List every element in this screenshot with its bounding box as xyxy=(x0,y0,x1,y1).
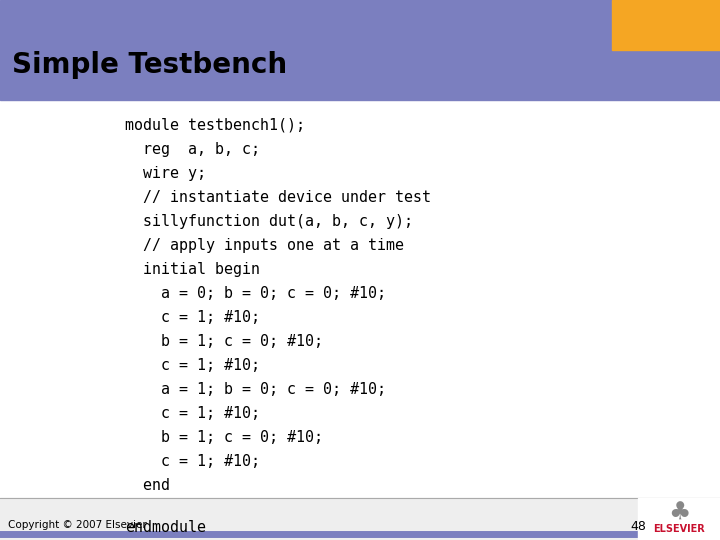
Text: ELSEVIER: ELSEVIER xyxy=(653,524,705,534)
Text: // instantiate device under test: // instantiate device under test xyxy=(125,190,431,205)
Bar xyxy=(638,498,720,540)
Text: // apply inputs one at a time: // apply inputs one at a time xyxy=(125,238,404,253)
Text: ♣: ♣ xyxy=(668,501,690,525)
Text: c = 1; #10;: c = 1; #10; xyxy=(125,310,260,325)
Text: b = 1; c = 0; #10;: b = 1; c = 0; #10; xyxy=(125,430,323,445)
Text: c = 1; #10;: c = 1; #10; xyxy=(125,454,260,469)
Text: module testbench1();: module testbench1(); xyxy=(125,118,305,133)
Bar xyxy=(612,0,720,50)
Text: Simple Testbench: Simple Testbench xyxy=(12,51,287,79)
Text: Copyright © 2007 Elsevier: Copyright © 2007 Elsevier xyxy=(8,520,147,530)
Text: c = 1; #10;: c = 1; #10; xyxy=(125,406,260,421)
Text: wire y;: wire y; xyxy=(125,166,206,181)
Text: end: end xyxy=(125,478,170,493)
Text: endmodule: endmodule xyxy=(125,520,206,535)
Text: reg  a, b, c;: reg a, b, c; xyxy=(125,142,260,157)
Text: b = 1; c = 0; #10;: b = 1; c = 0; #10; xyxy=(125,334,323,349)
Text: 48: 48 xyxy=(630,520,646,533)
Text: a = 1; b = 0; c = 0; #10;: a = 1; b = 0; c = 0; #10; xyxy=(125,382,386,397)
Text: sillyfunction dut(a, b, c, y);: sillyfunction dut(a, b, c, y); xyxy=(125,214,413,229)
Text: a = 0; b = 0; c = 0; #10;: a = 0; b = 0; c = 0; #10; xyxy=(125,286,386,301)
Bar xyxy=(0,498,720,540)
Text: c = 1; #10;: c = 1; #10; xyxy=(125,358,260,373)
Bar xyxy=(0,0,720,100)
Text: initial begin: initial begin xyxy=(125,262,260,277)
